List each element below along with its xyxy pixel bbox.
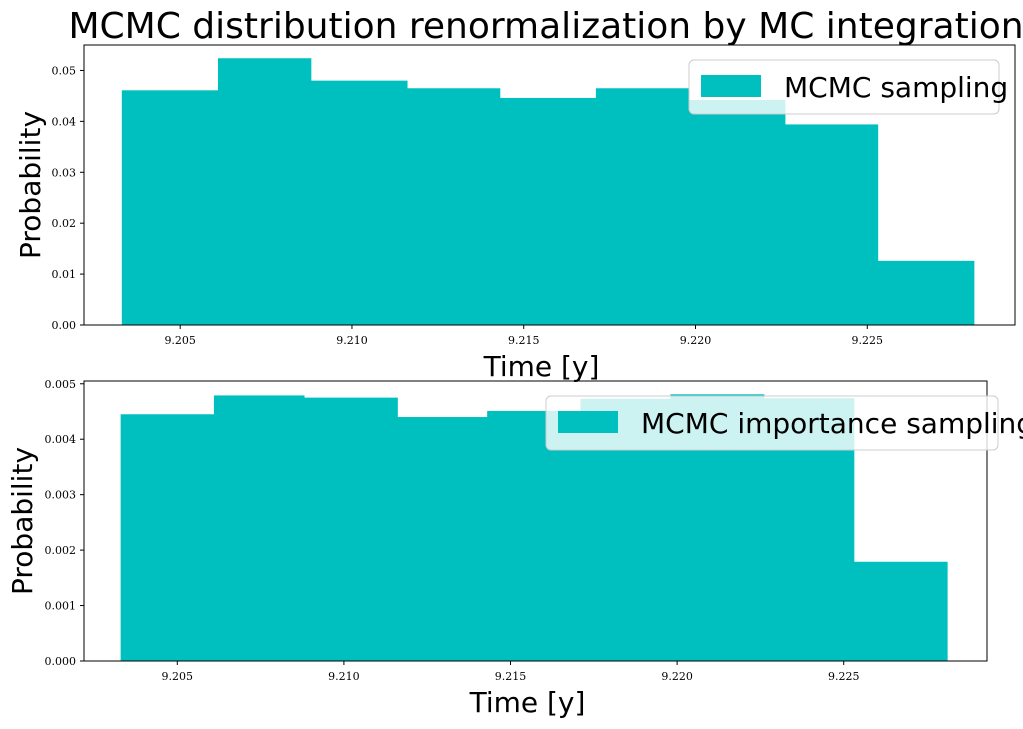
legend: MCMC sampling — [688, 59, 1008, 115]
x-tick-label: 9.210 — [328, 670, 360, 683]
histogram-bar — [121, 90, 219, 325]
y-tick-label: 0.003 — [45, 489, 77, 502]
x-tick-label: 9.225 — [828, 670, 860, 683]
histogram-bar — [487, 410, 582, 661]
x-tick-label: 9.215 — [508, 334, 540, 347]
x-axis-label: Time [y] — [469, 686, 586, 719]
legend: MCMC importance sampling — [545, 395, 1023, 451]
histogram-bar — [877, 260, 975, 325]
axes-frame — [83, 380, 988, 662]
histogram-bar — [784, 124, 879, 325]
y-axis-label: Probability — [6, 447, 39, 595]
y-tick-label: 0.04 — [52, 115, 77, 128]
legend-box — [545, 395, 999, 451]
histogram-bar — [853, 561, 948, 661]
legend-label: MCMC importance sampling — [641, 407, 1023, 440]
legend-label: MCMC sampling — [784, 71, 1008, 104]
histogram-bar — [120, 414, 215, 661]
legend-swatch — [558, 411, 618, 433]
legend-swatch — [701, 75, 761, 97]
histogram-bar — [217, 58, 312, 326]
y-tick-label: 0.03 — [52, 166, 77, 179]
histogram-bar — [397, 417, 488, 661]
y-tick-label: 0.01 — [52, 268, 77, 281]
y-axis-label: Probability — [14, 111, 47, 259]
y-tick-label: 0.004 — [45, 433, 77, 446]
bottom-histogram-panel: 9.205 9.210 9.215 9.220 9.225 0.000 0.001 0.002… — [6, 378, 1023, 719]
y-tick-label: 0.005 — [45, 378, 77, 391]
histogram-bar — [310, 80, 408, 325]
histogram-bar — [595, 88, 690, 326]
x-tick-label: 9.225 — [852, 334, 884, 347]
x-tick-label: 9.205 — [162, 670, 194, 683]
x-tick-label: 9.220 — [661, 670, 693, 683]
top-histogram-panel: 9.205 9.210 9.215 9.220 9.225 0.00 0.01 0.02 0.0… — [14, 44, 1016, 383]
histogram-bar — [213, 395, 305, 661]
y-tick-label: 0.05 — [52, 64, 77, 77]
histogram-bar — [303, 397, 398, 661]
histogram-bar — [406, 88, 501, 326]
y-tick-label: 0.002 — [45, 544, 77, 557]
x-axis-label: Time [y] — [483, 350, 600, 383]
y-tick-label: 0.02 — [52, 217, 77, 230]
figure-title: MCMC distribution renormalization by MC … — [68, 6, 1023, 47]
y-tick-label: 0.001 — [45, 600, 77, 613]
histogram-bar — [499, 97, 597, 325]
x-tick-label: 9.210 — [336, 334, 368, 347]
y-tick-label: 0.000 — [45, 655, 77, 668]
x-tick-label: 9.205 — [164, 334, 196, 347]
x-tick-label: 9.220 — [680, 334, 712, 347]
histogram-bar — [688, 99, 786, 325]
axes-frame — [83, 44, 1016, 326]
legend-box — [688, 59, 1000, 115]
y-tick-label: 0.00 — [52, 319, 77, 332]
x-tick-label: 9.215 — [495, 670, 527, 683]
